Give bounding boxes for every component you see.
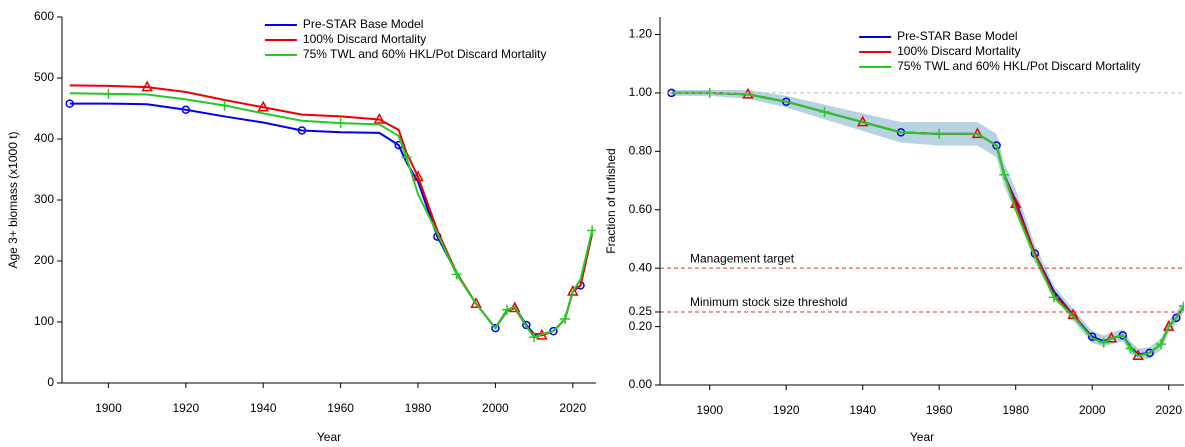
- reference-label: Management target: [690, 251, 795, 265]
- y-tick-label: 0: [47, 375, 54, 389]
- y-tick-label: 0.00: [629, 377, 653, 391]
- point-marker: [1087, 332, 1097, 342]
- point-marker: [257, 100, 269, 112]
- legend-label: 100% Discard Mortality: [303, 32, 426, 46]
- point-marker: [103, 88, 114, 99]
- point-marker: [1098, 337, 1109, 348]
- x-tick-label: 1960: [327, 401, 354, 415]
- point-marker: [491, 323, 500, 333]
- x-tick-label: 1980: [405, 401, 432, 415]
- series-line: [671, 91, 1184, 357]
- y-tick-label: 0.80: [629, 144, 653, 158]
- x-tick-label: 2000: [482, 401, 509, 415]
- y-tick-label: 600: [34, 9, 54, 23]
- legend-label: 100% Discard Mortality: [897, 44, 1020, 58]
- point-marker: [470, 297, 482, 308]
- y-axis-label: Age 3+ biomass (x1000 t): [6, 131, 20, 268]
- point-marker: [1162, 319, 1175, 331]
- x-tick-label: 2020: [1155, 403, 1182, 417]
- point-marker: [1048, 292, 1059, 303]
- x-tick-label: 2020: [559, 401, 586, 415]
- point-marker: [1156, 339, 1167, 350]
- y-tick-label: 100: [34, 314, 54, 328]
- legend-label: 75% TWL and 60% HKL/Pot Discard Mortalit…: [897, 59, 1140, 73]
- x-tick-label: 1940: [849, 403, 876, 417]
- point-marker: [297, 126, 307, 135]
- y-tick-label: 1.00: [629, 85, 653, 99]
- point-marker: [1172, 313, 1181, 323]
- point-marker: [502, 304, 512, 315]
- y-tick-label: 1.20: [629, 27, 653, 41]
- y-tick-label: 400: [34, 131, 54, 145]
- point-marker: [181, 105, 191, 114]
- point-marker: [587, 225, 596, 236]
- point-marker: [219, 100, 230, 111]
- y-tick-label: 200: [34, 253, 54, 267]
- x-tick-label: 1960: [926, 403, 953, 417]
- series-line: [69, 92, 594, 339]
- legend-label: 75% TWL and 60% HKL/Pot Discard Mortalit…: [303, 47, 546, 61]
- point-marker: [522, 320, 531, 330]
- point-marker: [819, 106, 830, 117]
- point-marker: [451, 269, 462, 280]
- confidence-band: [671, 90, 1184, 361]
- y-tick-label: 0.40: [629, 260, 653, 274]
- y-tick-label: 0.25: [629, 304, 653, 318]
- y-tick-label: 0.60: [629, 202, 653, 216]
- x-tick-label: 1980: [1002, 403, 1029, 417]
- plot-area: [65, 80, 596, 343]
- x-tick-label: 2000: [1079, 403, 1106, 417]
- point-marker: [1125, 343, 1136, 354]
- y-tick-label: 300: [34, 192, 54, 206]
- y-axis-label: Fraction of unfished: [604, 148, 618, 253]
- y-tick-label: 0.20: [629, 319, 653, 333]
- x-tick-label: 1900: [696, 403, 723, 417]
- point-marker: [65, 99, 74, 108]
- point-marker: [335, 118, 346, 129]
- legend-label: Pre-STAR Base Model: [897, 29, 1018, 43]
- point-marker: [412, 170, 424, 182]
- reference-label: Minimum stock size threshold: [690, 295, 847, 309]
- point-marker: [999, 169, 1010, 180]
- point-marker: [560, 313, 571, 324]
- point-marker: [1179, 301, 1184, 312]
- point-marker: [373, 112, 386, 124]
- legend-label: Pre-STAR Base Model: [303, 17, 424, 31]
- point-marker: [401, 152, 412, 163]
- x-tick-label: 1900: [95, 401, 122, 415]
- x-tick-label: 1920: [773, 403, 800, 417]
- x-axis-label: Year: [910, 430, 934, 444]
- point-marker: [529, 332, 540, 343]
- point-marker: [141, 80, 153, 92]
- point-marker: [934, 128, 945, 139]
- x-axis-label: Year: [317, 430, 341, 444]
- plot-area: [667, 87, 1184, 361]
- y-tick-label: 500: [34, 70, 54, 84]
- series-line: [69, 102, 594, 336]
- x-tick-label: 1940: [250, 401, 277, 415]
- x-tick-label: 1920: [172, 401, 199, 415]
